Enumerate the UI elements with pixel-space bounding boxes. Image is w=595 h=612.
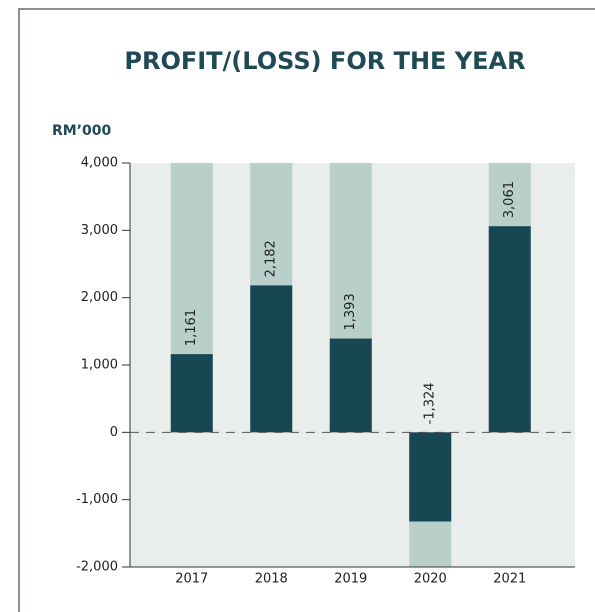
data-label: 3,061 xyxy=(502,181,517,218)
y-tick-label: 0 xyxy=(110,425,118,440)
bar xyxy=(250,285,293,433)
y-axis-label: RM’000 xyxy=(52,123,112,139)
chart-title: PROFIT/(LOSS) FOR THE YEAR xyxy=(124,47,525,75)
x-tick-label: 2021 xyxy=(493,572,526,587)
y-tick-label: -1,000 xyxy=(76,492,118,507)
y-tick-label: -2,000 xyxy=(76,560,118,575)
bar xyxy=(170,354,213,433)
data-label: 1,161 xyxy=(184,309,199,346)
frame xyxy=(18,8,595,612)
data-label: 2,182 xyxy=(264,240,279,277)
bar xyxy=(409,432,452,522)
bar xyxy=(329,338,372,433)
x-tick-label: 2020 xyxy=(414,572,447,587)
y-tick-label: 3,000 xyxy=(81,223,118,238)
x-tick-label: 2017 xyxy=(175,572,208,587)
bar xyxy=(488,226,531,433)
x-tick-label: 2018 xyxy=(255,572,288,587)
y-tick-label: 2,000 xyxy=(81,290,118,305)
data-label: -1,324 xyxy=(423,382,438,424)
x-tick-label: 2019 xyxy=(334,572,367,587)
y-tick-label: 4,000 xyxy=(81,156,118,171)
data-label: 1,393 xyxy=(343,293,358,330)
y-tick-label: 1,000 xyxy=(81,358,118,373)
